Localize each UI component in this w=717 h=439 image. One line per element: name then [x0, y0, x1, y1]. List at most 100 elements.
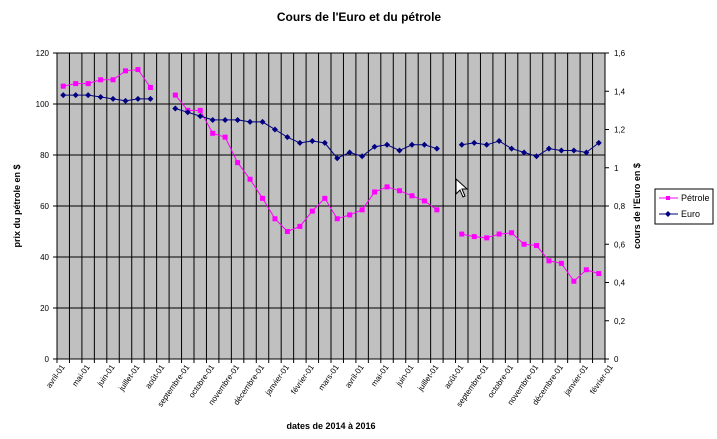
- right-axis-ticks: 0 0,2 0,4 0,6 0,8 1 1,2 1,4 1,6: [605, 49, 626, 364]
- x-tick-label: avril-01: [343, 363, 366, 390]
- data-point-euro: [60, 92, 67, 99]
- data-point-euro: [85, 92, 92, 99]
- data-point-euro: [334, 155, 341, 162]
- data-point-petrole: [509, 230, 515, 236]
- data-point-petrole: [210, 130, 216, 136]
- y2-tick-label: 1,6: [614, 49, 626, 58]
- x-tick-label: mai-01: [70, 363, 92, 389]
- y2-axis-title: cours de l'Euro en $: [632, 163, 642, 249]
- y2-tick-label: 0,4: [614, 279, 626, 288]
- data-point-petrole: [434, 207, 440, 213]
- data-point-petrole: [135, 67, 141, 73]
- data-point-euro: [583, 149, 590, 156]
- data-point-euro: [147, 95, 154, 102]
- data-point-euro: [346, 149, 353, 156]
- data-point-petrole: [260, 195, 265, 201]
- x-tick-label: juin-01: [95, 363, 117, 389]
- data-point-euro: [595, 139, 602, 146]
- data-point-petrole: [272, 216, 278, 222]
- data-point-euro: [359, 153, 366, 160]
- x-tick-label: juillet-01: [415, 363, 440, 394]
- y2-tick-label: 0,6: [614, 240, 626, 249]
- data-point-petrole: [372, 189, 378, 195]
- y2-tick-label: 0,2: [614, 317, 626, 326]
- data-point-petrole: [384, 184, 390, 190]
- data-point-petrole: [397, 188, 402, 194]
- data-point-petrole: [459, 231, 465, 237]
- chart-title: Cours de l'Euro et du pétrole: [277, 10, 442, 24]
- data-point-euro: [296, 139, 303, 146]
- data-point-petrole: [558, 260, 564, 266]
- data-point-euro: [384, 141, 391, 148]
- legend-marker-petrole: [666, 196, 670, 200]
- mouse-pointer-icon: [455, 178, 469, 198]
- data-point-euro: [222, 116, 229, 123]
- data-point-euro: [209, 116, 216, 123]
- x-tick-label: juin-01: [394, 363, 416, 389]
- data-point-petrole: [334, 216, 340, 222]
- data-point-euro: [545, 145, 552, 152]
- data-point-petrole: [596, 271, 602, 277]
- x-tick-label: mars-01: [317, 363, 342, 393]
- data-point-euro: [97, 93, 104, 100]
- data-point-petrole: [235, 160, 241, 166]
- data-point-euro: [184, 109, 191, 116]
- data-point-euro: [271, 126, 278, 133]
- data-point-petrole: [172, 92, 178, 98]
- legend-box: [654, 188, 714, 225]
- y-tick-label: 80: [40, 151, 49, 160]
- data-point-petrole: [73, 81, 79, 87]
- data-point-euro: [371, 143, 378, 150]
- legend-label-petrole: Pétrole: [681, 193, 710, 203]
- data-point-euro: [110, 95, 117, 102]
- y-tick-label: 120: [36, 49, 50, 58]
- y-tick-label: 100: [36, 100, 50, 109]
- series-line-petrole: [174, 94, 438, 233]
- x-tick-label: mai-01: [369, 363, 391, 389]
- data-point-petrole: [297, 223, 303, 229]
- data-point-petrole: [147, 84, 153, 90]
- data-point-petrole: [222, 134, 228, 140]
- x-tick-label: avril-01: [44, 363, 67, 390]
- legend-marker-euro: [665, 211, 671, 217]
- x-axis-title: dates de 2014 à 2016: [286, 421, 375, 431]
- data-point-petrole: [421, 198, 427, 204]
- data-point-euro: [558, 147, 565, 154]
- y-axis-title: prix du pétrole en $: [12, 164, 22, 247]
- data-point-petrole: [247, 176, 253, 182]
- data-point-euro: [309, 137, 316, 144]
- series-euro: [60, 92, 602, 162]
- y-tick-label: 0: [45, 355, 50, 364]
- data-point-euro: [433, 145, 440, 152]
- data-point-euro: [408, 141, 415, 148]
- series-layer: [60, 67, 602, 284]
- data-point-euro: [471, 139, 478, 146]
- x-axis-ticks: avril-01 mai-01 juin-01 juillet-01 août-01se…: [44, 359, 615, 409]
- data-point-petrole: [322, 195, 328, 201]
- data-point-euro: [172, 105, 179, 112]
- y-tick-label: 40: [40, 253, 49, 262]
- data-point-petrole: [347, 212, 353, 218]
- y-tick-label: 60: [40, 202, 49, 211]
- data-point-petrole: [110, 77, 116, 83]
- data-point-euro: [284, 134, 291, 141]
- data-point-euro: [321, 139, 328, 146]
- y2-tick-label: 1: [614, 164, 619, 173]
- data-point-petrole: [359, 207, 365, 213]
- data-point-petrole: [496, 231, 502, 237]
- data-point-euro: [134, 95, 141, 102]
- data-point-petrole: [571, 278, 577, 284]
- left-axis-ticks: 0 20 40 60 80 100 120: [36, 49, 57, 364]
- legend-label-euro: Euro: [681, 209, 700, 219]
- y2-tick-label: 0: [614, 355, 619, 364]
- data-point-petrole: [98, 77, 104, 83]
- legend: Pétrole Euro: [654, 188, 714, 225]
- series-line-euro: [175, 108, 438, 159]
- data-point-euro: [483, 141, 490, 148]
- x-tick-label: août-01: [442, 363, 465, 391]
- data-point-petrole: [546, 258, 552, 264]
- data-point-euro: [72, 92, 79, 99]
- data-point-euro: [396, 147, 403, 154]
- x-tick-label: janvier-01: [263, 363, 291, 398]
